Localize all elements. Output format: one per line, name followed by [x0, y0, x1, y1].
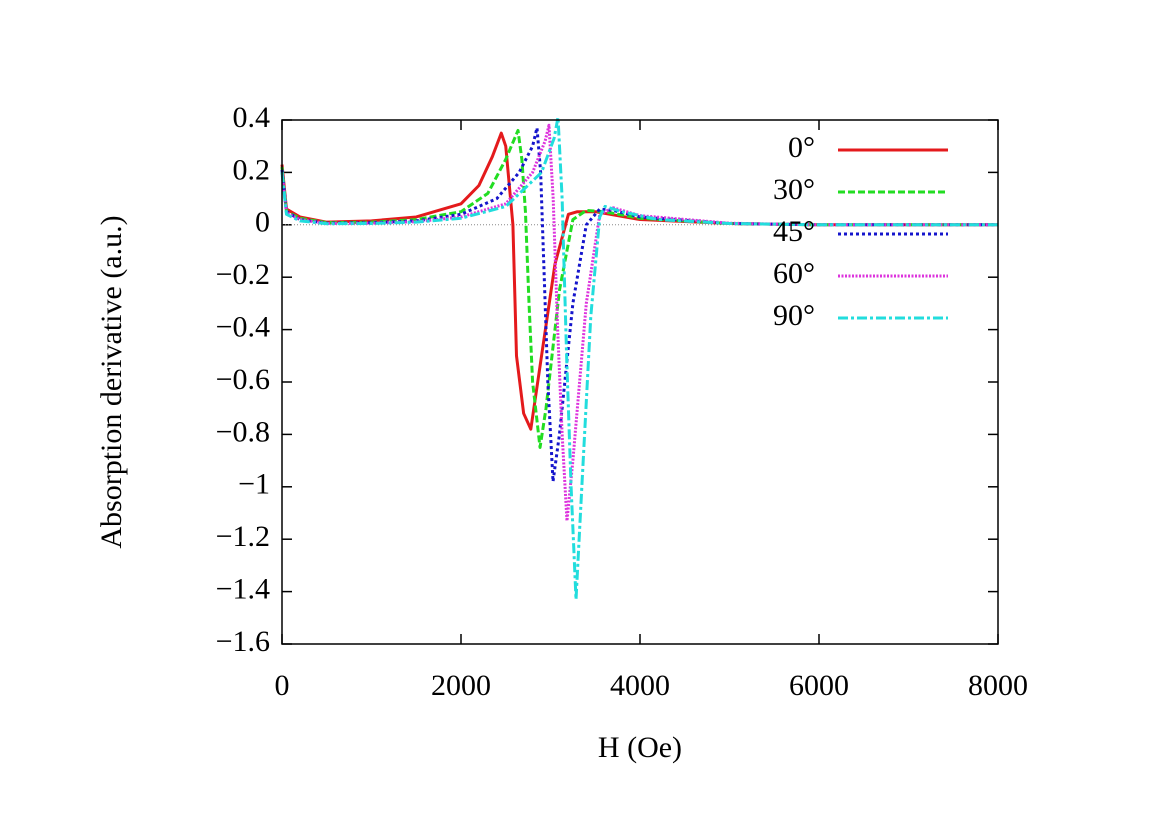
- series-line: [280, 115, 998, 601]
- y-tick-label: −1.4: [216, 572, 270, 605]
- legend-label: 0°: [788, 131, 815, 164]
- x-tick-label: 2000: [431, 669, 491, 702]
- x-tick-label: 6000: [789, 669, 849, 702]
- series-line: [280, 131, 998, 431]
- legend-label: 90°: [773, 299, 815, 332]
- series-line: [280, 123, 998, 523]
- y-tick-label: 0.4: [233, 101, 271, 134]
- y-tick-label: 0: [255, 206, 270, 239]
- y-tick-label: −1: [238, 468, 270, 501]
- x-tick-label: 4000: [610, 669, 670, 702]
- y-tick-label: −0.2: [216, 258, 270, 291]
- y-tick-label: 0.2: [233, 153, 271, 186]
- y-tick-label: −1.2: [216, 520, 270, 553]
- y-tick-label: −0.4: [216, 310, 270, 343]
- legend-label: 30°: [773, 173, 815, 206]
- legend-label: 60°: [773, 257, 815, 290]
- y-axis-label: Absorption derivative (a.u.): [95, 215, 128, 548]
- y-tick-label: −0.6: [216, 363, 270, 396]
- y-tick-label: −0.8: [216, 415, 270, 448]
- x-tick-label: 0: [275, 669, 290, 702]
- x-tick-label: 8000: [968, 669, 1028, 702]
- y-tick-label: −1.6: [216, 625, 270, 658]
- legend-label: 45°: [773, 215, 815, 248]
- series-line: [280, 128, 998, 449]
- x-axis-label: H (Oe): [598, 731, 682, 764]
- series-line: [280, 126, 998, 484]
- plot-frame: [281, 119, 999, 645]
